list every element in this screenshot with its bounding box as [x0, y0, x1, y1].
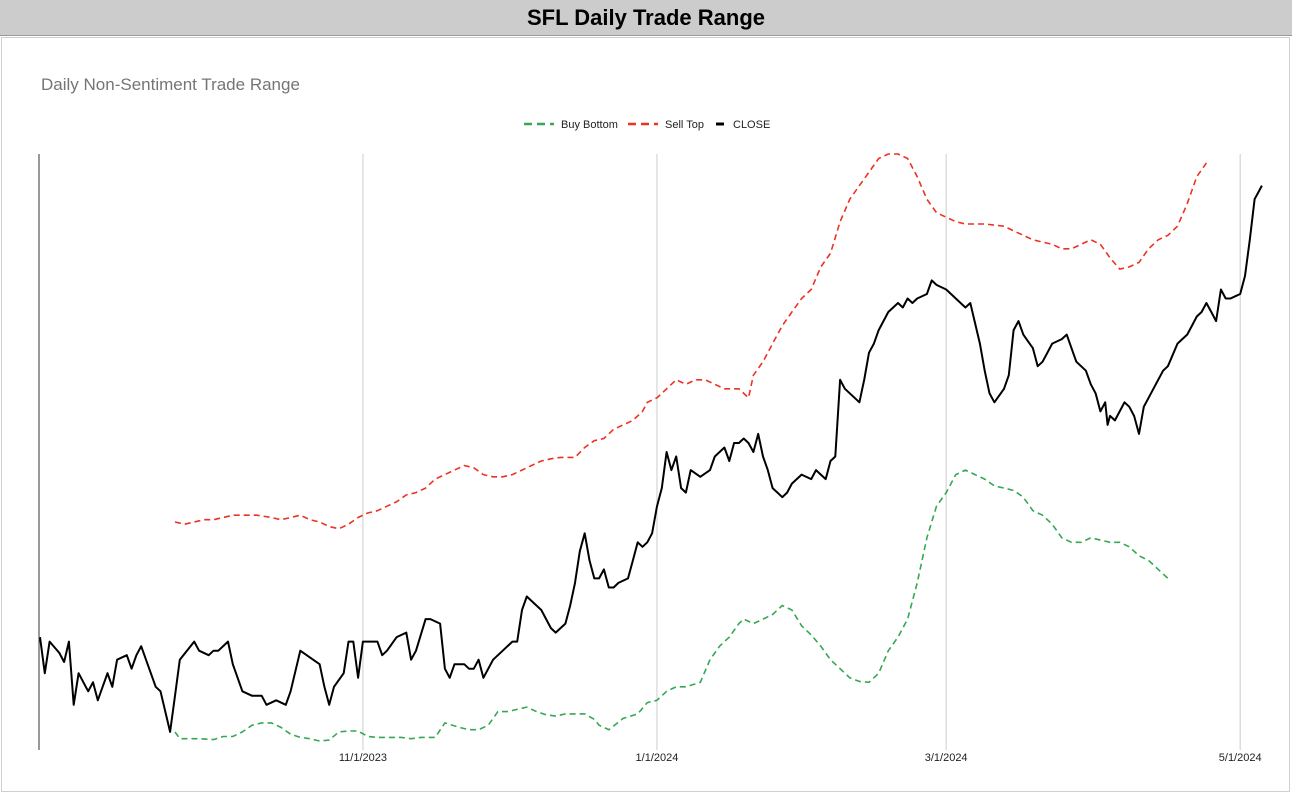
chart-title: Daily Non-Sentiment Trade Range [41, 75, 300, 94]
chart-gridlines [362, 154, 1241, 750]
legend-label-1: Sell Top [665, 119, 704, 131]
legend-label-0: Buy Bottom [561, 119, 618, 131]
series-line-close [39, 185, 1263, 733]
x-tick-label-0: 11/1/2023 [339, 752, 387, 764]
x-tick-label-1: 1/1/2024 [636, 752, 679, 764]
series-line-buy-bottom [174, 469, 1169, 742]
x-tick-label-2: 3/1/2024 [925, 752, 968, 764]
chart-panel: Daily Non-Sentiment Trade Range Buy Bott… [1, 37, 1290, 792]
trade-range-chart: Daily Non-Sentiment Trade Range Buy Bott… [38, 75, 1263, 764]
page-title: SFL Daily Trade Range [526, 4, 765, 30]
x-tick-label-3: 5/1/2024 [1219, 752, 1262, 764]
chart-legend: Buy Bottom Sell Top CLOSE [524, 119, 770, 131]
x-axis-ticks: 11/1/2023 1/1/2024 3/1/2024 5/1/2024 [339, 752, 1262, 764]
header-banner: SFL Daily Trade Range [0, 0, 1292, 36]
legend-label-2: CLOSE [733, 119, 770, 131]
series-line-sell-top [174, 153, 1208, 530]
chart-series [39, 153, 1263, 742]
